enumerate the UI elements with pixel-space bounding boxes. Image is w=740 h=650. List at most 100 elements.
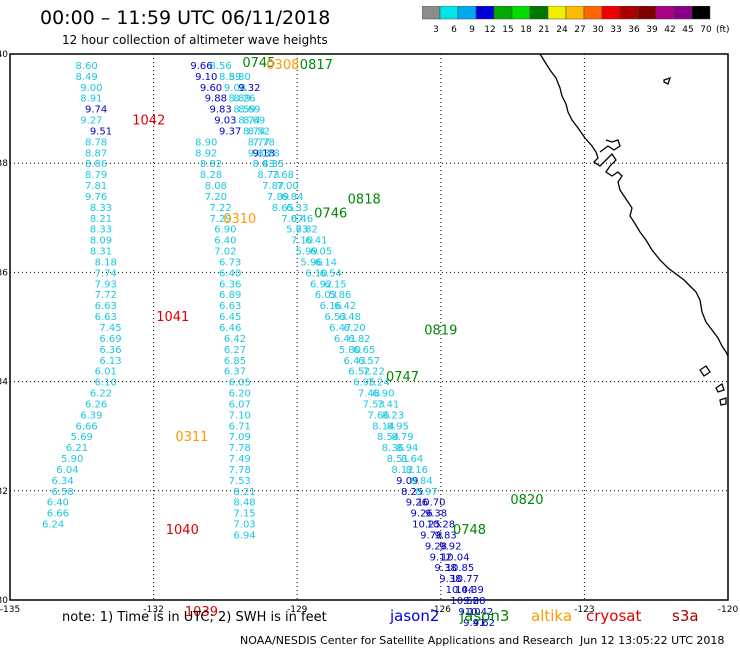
wave-height-value: 6.22 xyxy=(90,389,112,400)
wave-height-value: 8.28 xyxy=(200,170,222,181)
wave-height-value: 6.89 xyxy=(219,290,241,301)
wave-height-value: 6.85 xyxy=(224,356,246,367)
wave-height-value: 6.33 xyxy=(286,203,308,214)
wave-height-value: 8.69 xyxy=(243,116,265,127)
wave-height-value: 7.53 xyxy=(363,399,385,410)
wave-height-value: 6.40 xyxy=(47,498,69,509)
wave-height-value: 6.45 xyxy=(219,312,241,323)
wave-height-value: 7.07 xyxy=(281,214,303,225)
wave-height-value: 6.05 xyxy=(310,247,332,258)
wave-height-value: 9.32 xyxy=(238,83,260,94)
lon-label: -126 xyxy=(431,605,452,615)
wave-height-value: 7.15 xyxy=(233,509,255,520)
wave-height-value: 5.90 xyxy=(61,454,83,465)
scale-swatch-70 xyxy=(691,6,711,20)
satellite-cryosat: cryosat xyxy=(586,607,642,625)
wave-height-value: 8.35 xyxy=(262,159,284,170)
wave-height-value: 9.18 xyxy=(253,148,275,159)
wave-height-value: 9.08 xyxy=(224,83,246,94)
california-coastline xyxy=(539,53,729,406)
wave-height-value: 6.47 xyxy=(329,323,351,334)
wave-height-value: 6.54 xyxy=(320,268,342,279)
wave-height-value: 5.80 xyxy=(339,345,361,356)
scale-label-18: 18 xyxy=(520,25,532,35)
wave-height-value: 9.03 xyxy=(214,116,236,127)
pass-time-label: 0311 xyxy=(175,430,208,445)
wave-height-value: 6.53 xyxy=(324,312,346,323)
scale-label-70: 70 xyxy=(700,25,712,35)
wave-height-value: 6.84 xyxy=(281,192,303,203)
wave-height-value: 6.10 xyxy=(305,268,327,279)
wave-height-value: 6.90 xyxy=(214,225,236,236)
wave-height-value: 7.20 xyxy=(205,192,227,203)
page-subtitle: 12 hour collection of altimeter wave hei… xyxy=(62,33,328,47)
wave-height-value: 5.69 xyxy=(71,432,93,443)
wave-height-value: 6.90 xyxy=(372,389,394,400)
pass-time-label: 0817 xyxy=(300,58,333,73)
scale-label-9: 9 xyxy=(469,25,475,35)
wave-height-value: 6.52 xyxy=(348,367,370,378)
wave-height-value: 10.39 xyxy=(455,585,484,596)
wave-height-value: 10.42 xyxy=(465,607,494,618)
wave-height-value: 7.74 xyxy=(95,268,117,279)
scale-label-42: 42 xyxy=(664,25,675,35)
wave-height-value: 6.71 xyxy=(229,421,251,432)
wave-height-value: 9.51 xyxy=(90,126,112,137)
pass-time-label: 0747 xyxy=(386,370,419,385)
wave-height-value: 9.83 xyxy=(209,105,231,116)
pass-time-label: 0746 xyxy=(314,206,347,221)
wave-height-value: 6.63 xyxy=(95,301,117,312)
wave-height-value: 7.78 xyxy=(253,137,275,148)
wave-height-value: 6.95 xyxy=(353,378,375,389)
wave-height-value: 8.18 xyxy=(95,257,117,268)
wave-height-value: 9.41 xyxy=(463,618,485,629)
wave-height-value: 6.34 xyxy=(52,476,74,487)
wave-height-value: 8.43 xyxy=(253,159,275,170)
lat-label: 40 xyxy=(0,50,8,60)
wave-height-value: 7.87 xyxy=(262,181,284,192)
wave-height-value: 8.91 xyxy=(80,94,102,105)
wave-height-value: 8.74 xyxy=(238,116,260,127)
wave-height-value: 8.54 xyxy=(377,432,399,443)
wave-height-value: 7.48 xyxy=(358,389,380,400)
satellite-altika: altika xyxy=(531,607,573,625)
wave-height-value: 7.10 xyxy=(229,410,251,421)
wave-height-value: 9.38 xyxy=(439,574,461,585)
wave-height-value: 5.86 xyxy=(329,290,351,301)
wave-height-value: 9.88 xyxy=(463,596,485,607)
satellite-s3a: s3a xyxy=(672,607,699,625)
wave-height-value: 9.74 xyxy=(85,105,107,116)
wave-height-value: 6.36 xyxy=(99,345,121,356)
wave-height-value: 6.05 xyxy=(229,378,251,389)
pass-time-label: 0745 xyxy=(242,56,275,71)
wave-height-value: 6.36 xyxy=(219,279,241,290)
wave-height-value: 6.82 xyxy=(296,225,318,236)
pass-time-label: 0819 xyxy=(424,324,457,339)
satellite-jason3: jason3 xyxy=(460,607,510,625)
wave-height-value: 6.07 xyxy=(229,399,251,410)
wave-height-value: 7.53 xyxy=(229,476,251,487)
scale-label-21: 21 xyxy=(538,25,549,35)
wave-height-value: 7.22 xyxy=(363,367,385,378)
wave-height-value: 8.90 xyxy=(195,137,217,148)
scale-label-27: 27 xyxy=(574,25,585,35)
wave-height-value: 7.66 xyxy=(367,410,389,421)
wave-height-value: 8.08 xyxy=(205,181,227,192)
wave-height-value: 7.03 xyxy=(233,520,255,531)
wave-height-value: 9.38 xyxy=(425,509,447,520)
lat-label: 32 xyxy=(0,487,8,497)
wave-height-value: 7.02 xyxy=(214,247,236,258)
wave-height-value: 6.48 xyxy=(339,312,361,323)
wave-height-value: 8.23 xyxy=(382,410,404,421)
wave-height-value: 7.22 xyxy=(209,203,231,214)
wave-height-value: 9.37 xyxy=(219,126,241,137)
wave-height-value: 6.65 xyxy=(353,345,375,356)
wave-height-value: 8.95 xyxy=(387,421,409,432)
wave-height-value: 5.73 xyxy=(286,225,308,236)
wave-height-value: 8.86 xyxy=(85,159,107,170)
wave-height-value: 8.78 xyxy=(85,137,107,148)
lat-label: 30 xyxy=(0,596,8,606)
wave-height-value: 8.79 xyxy=(85,170,107,181)
wave-height-value: 6.20 xyxy=(344,323,366,334)
wave-height-value: 7.89 xyxy=(267,192,289,203)
